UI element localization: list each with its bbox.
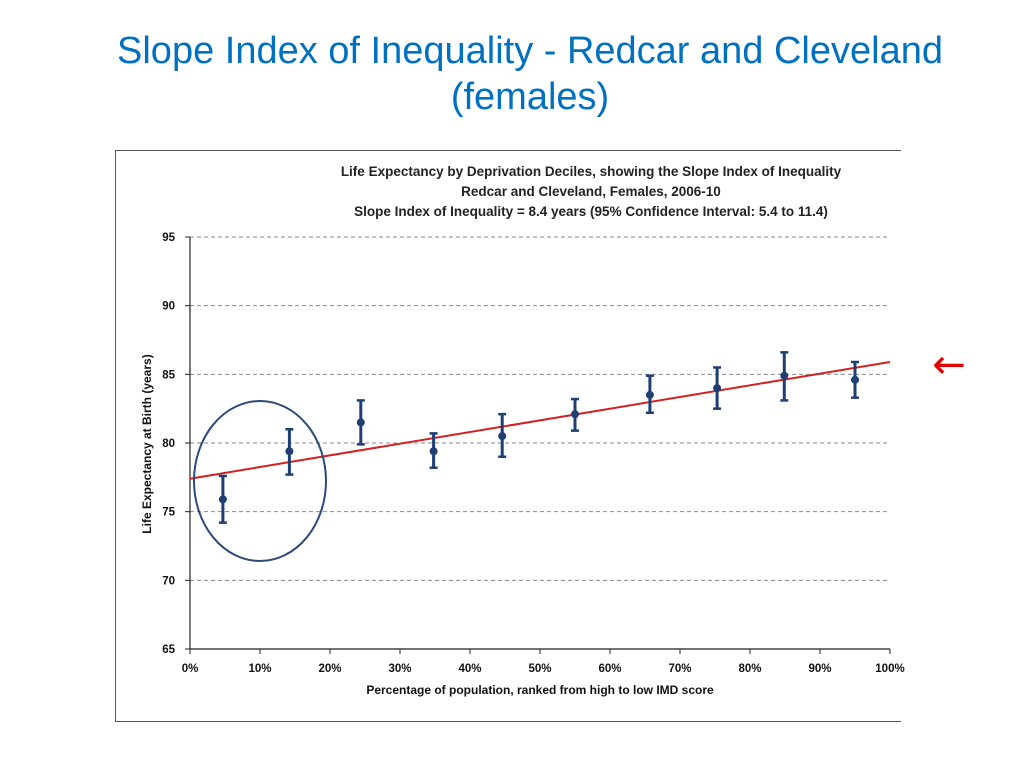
data-point-5 <box>498 412 507 458</box>
point-marker <box>713 384 722 393</box>
points-layer <box>218 351 859 524</box>
point-marker <box>285 447 294 456</box>
data-point-8 <box>713 366 722 410</box>
point-marker <box>645 390 654 399</box>
x-tick-label: 30% <box>388 663 411 675</box>
x-tick-label: 60% <box>598 663 621 675</box>
data-point-4 <box>429 432 438 469</box>
y-tick-label: 75 <box>162 507 175 519</box>
slide-title-line1: Slope Index of Inequality - Redcar and C… <box>117 30 943 72</box>
slide-title: Slope Index of Inequality - Redcar and C… <box>80 28 980 120</box>
data-point-7 <box>645 374 654 415</box>
point-marker <box>780 371 789 380</box>
x-tick-label: 0% <box>182 663 199 675</box>
trend-layer <box>189 360 891 480</box>
chart-title-line-1: Life Expectancy by Deprivation Deciles, … <box>341 164 842 179</box>
y-tick-label: 95 <box>162 232 175 244</box>
y-tick-label: 80 <box>162 438 175 450</box>
point-marker <box>429 447 438 456</box>
x-tick-label: 20% <box>318 663 341 675</box>
data-point-6 <box>571 397 579 432</box>
x-tick-label: 70% <box>668 663 691 675</box>
y-tick-label: 85 <box>162 369 175 381</box>
x-tick-label: 10% <box>248 663 271 675</box>
x-tick-label: 50% <box>528 663 551 675</box>
point-marker <box>356 418 365 427</box>
x-tick-label: 100% <box>875 663 904 675</box>
trendline <box>189 360 891 480</box>
data-point-1 <box>218 474 227 524</box>
x-tick-label: 40% <box>458 663 481 675</box>
data-point-3 <box>356 399 365 446</box>
point-marker <box>218 495 227 504</box>
point-marker <box>851 375 859 384</box>
chart-frame <box>115 150 901 722</box>
x-axis-label: Percentage of population, ranked from hi… <box>366 683 714 697</box>
y-tick-label: 90 <box>162 301 175 313</box>
y-tick-label: 65 <box>162 644 175 656</box>
x-tick-label: 80% <box>738 663 761 675</box>
chart-title-line-3: Slope Index of Inequality = 8.4 years (9… <box>354 204 828 219</box>
data-point-10 <box>851 360 859 399</box>
axis-layer: 65 70 75 80 85 90 95 0% 10% 20% 30% 40% 50% 60% 70% 80%… <box>162 232 905 675</box>
chart-title-line-2: Redcar and Cleveland, Females, 2006-10 <box>461 184 721 199</box>
point-marker <box>571 410 579 419</box>
y-axis-label: Life Expectancy at Birth (years) <box>140 354 154 533</box>
grid-layer <box>190 236 890 581</box>
data-point-2 <box>285 428 294 476</box>
left-arrow-icon: ← <box>932 342 966 388</box>
x-tick-label: 90% <box>808 663 831 675</box>
y-tick-label: 70 <box>162 575 175 587</box>
slide-title-line2: (females) <box>450 76 610 118</box>
data-point-9 <box>780 351 789 402</box>
highlight-circle <box>193 400 327 562</box>
point-marker <box>498 432 507 441</box>
